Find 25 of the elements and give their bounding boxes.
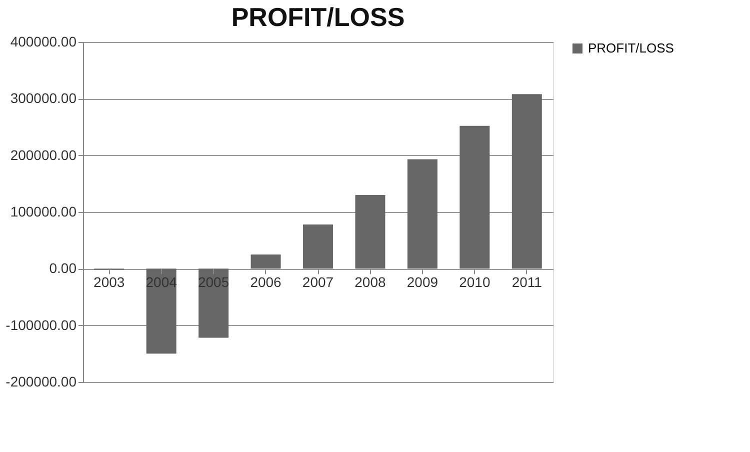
y-tick-label: 100000.00 — [10, 204, 77, 220]
x-tick-label: 2009 — [406, 274, 438, 290]
y-tick-label: -100000.00 — [6, 316, 77, 333]
y-tick-label: 300000.00 — [10, 90, 77, 106]
x-tick-label: 2006 — [250, 274, 282, 290]
bar — [250, 254, 281, 269]
y-tick-label: 200000.00 — [10, 146, 77, 163]
x-tick-label: 2003 — [94, 274, 125, 290]
bar — [355, 195, 386, 269]
x-tick-label: 2010 — [459, 274, 490, 290]
x-tick-label: 2011 — [512, 274, 542, 290]
x-tick-label: 2007 — [302, 274, 334, 290]
x-tick-label: 2008 — [354, 274, 386, 290]
bar — [460, 126, 490, 269]
legend-label: PROFIT/LOSS — [588, 40, 674, 56]
bar — [146, 268, 176, 354]
bar — [303, 224, 333, 269]
bar — [512, 94, 542, 269]
y-tick-label: 400000.00 — [10, 34, 77, 50]
bar — [407, 159, 438, 269]
x-tick-label: 2004 — [146, 274, 178, 290]
bar — [198, 268, 229, 338]
y-tick-label: -200000.00 — [6, 374, 77, 390]
chart-title: PROFIT/LOSS — [231, 2, 405, 32]
y-tick-label: 0.00 — [49, 260, 77, 276]
